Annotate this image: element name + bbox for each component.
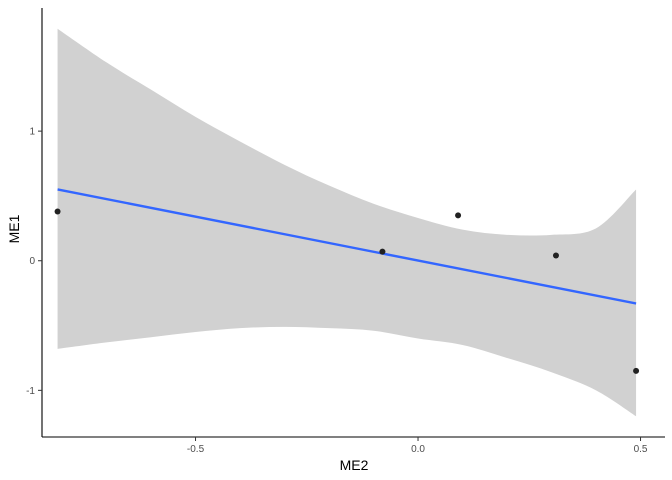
- y-axis-title: ME1: [6, 214, 22, 243]
- data-point-2: [379, 248, 386, 255]
- data-point-3: [455, 212, 462, 219]
- regression-line-layer: [57, 188, 637, 305]
- x-tick-label-0: -0.5: [187, 444, 205, 455]
- axes-layer: [38, 8, 665, 441]
- y-tick-label-2: 1: [29, 127, 35, 138]
- data-point-4: [552, 252, 559, 259]
- y-tick-labels: -1 0 1: [26, 127, 35, 397]
- x-tick-labels: -0.5 0.0 0.5: [187, 444, 648, 455]
- points-layer: [54, 208, 640, 374]
- regression-line: [57, 188, 637, 305]
- confidence-band-layer: [57, 28, 637, 417]
- data-point-5: [633, 367, 640, 374]
- x-axis-title: ME2: [340, 457, 369, 473]
- x-tick-label-1: 0.0: [411, 444, 425, 455]
- y-tick-label-1: 0: [29, 256, 35, 267]
- confidence-band: [57, 28, 637, 417]
- x-tick-label-2: 0.5: [634, 444, 648, 455]
- y-tick-label-0: -1: [26, 386, 35, 397]
- data-point-1: [54, 208, 61, 215]
